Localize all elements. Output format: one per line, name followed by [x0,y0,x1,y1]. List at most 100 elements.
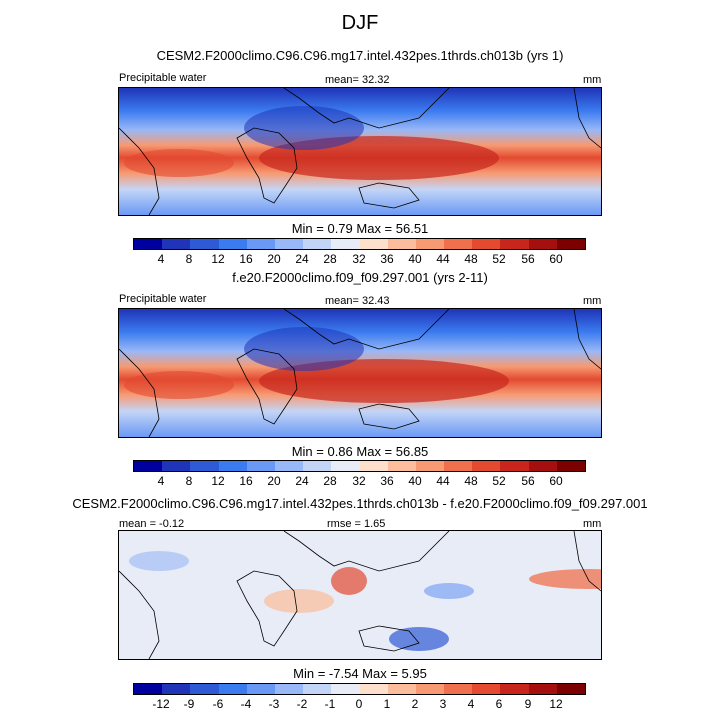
colorbar-swatch [246,239,275,249]
colorbar-tick: 32 [352,474,366,488]
colorbar-tick: 12 [211,252,225,266]
panel-1-dry-region [244,106,364,150]
panel-2-mean-label: mean= 32.43 [325,295,390,307]
panel-3-positive-band [529,569,601,589]
panel-3-case-title: CESM2.F2000climo.C96.C96.mg17.intel.432p… [72,496,648,511]
colorbar-swatch [303,684,332,694]
colorbar-swatch [134,461,163,471]
panel-3-map [118,530,602,660]
panel-2-colorbar-ticks: 4 8 12 16 20 24 28 32 36 40 44 48 52 56 … [133,474,584,488]
panel-1-minmax: Min = 0.79 Max = 56.51 [291,221,429,236]
panel-2-variable-label: Precipitable water [119,293,207,305]
colorbar-tick: 40 [408,474,422,488]
colorbar-tick: 4 [467,697,475,711]
colorbar-tick: -6 [212,697,224,711]
colorbar-tick: 24 [295,252,309,266]
colorbar-swatch [415,239,445,249]
colorbar-tick: 24 [295,474,309,488]
panel-2-minmax: Min = 0.86 Max = 56.85 [291,444,429,459]
colorbar-tick: 1 [383,697,391,711]
colorbar-tick: 60 [549,252,563,266]
colorbar-swatch [162,239,191,249]
panel-1-units-label: mm [583,74,602,86]
colorbar-swatch [274,461,304,471]
colorbar-swatch [528,684,557,694]
colorbar-swatch [444,461,473,471]
panel-2-case-title: f.e20.F2000climo.f09_f09.297.001 (yrs 2-… [232,270,488,285]
panel-1-case-title: CESM2.F2000climo.C96.C96.mg17.intel.432p… [156,48,564,63]
panel-2-units-label: mm [583,295,602,307]
colorbar-swatch [472,461,501,471]
colorbar-tick: 52 [492,252,506,266]
colorbar-tick: 8 [185,474,193,488]
colorbar-tick: 52 [492,474,506,488]
panel-3-negative-spot [424,583,474,599]
colorbar-swatch [472,684,501,694]
panel-1-atlantic-band [124,149,234,177]
panel-1-variable-label: Precipitable water [119,72,207,84]
colorbar-swatch [331,684,360,694]
colorbar-tick: -3 [268,697,280,711]
panel-3-positive-spot [264,589,334,613]
colorbar-swatch [556,461,585,471]
colorbar-tick: 0 [355,697,363,711]
colorbar-swatch [190,684,219,694]
panel-3-negative-spot [129,551,189,571]
colorbar-tick: 44 [436,474,450,488]
colorbar-swatch [331,239,360,249]
colorbar-swatch [359,461,388,471]
panel-1-coastlines [119,88,601,215]
colorbar-tick: 48 [464,252,478,266]
colorbar-swatch [162,684,191,694]
panel-3-units-label: mm [583,518,602,530]
colorbar-tick: 20 [267,252,281,266]
colorbar-tick: 60 [549,474,563,488]
colorbar-tick: 44 [436,252,450,266]
panel-1-colorbar-ticks: 4 8 12 16 20 24 28 32 36 40 44 48 52 56 … [133,252,584,266]
colorbar-tick: 2 [411,697,419,711]
colorbar-swatch [444,239,473,249]
colorbar-swatch [444,684,473,694]
colorbar-tick: 28 [323,252,337,266]
panel-1-map [118,87,602,216]
colorbar-tick: 4 [157,252,165,266]
colorbar-tick: 40 [408,252,422,266]
colorbar-tick: 12 [211,474,225,488]
colorbar-tick: 3 [439,697,447,711]
panel-3-coastlines [119,531,601,659]
panel-3-colorbar-ticks: -12 -9 -6 -4 -3 -2 -1 0 1 2 3 4 6 9 12 [133,697,584,711]
colorbar-tick: 20 [267,474,281,488]
colorbar-swatch [218,239,247,249]
panel-3-field [119,531,601,659]
colorbar-swatch [218,461,247,471]
colorbar-tick: 48 [464,474,478,488]
colorbar-tick: 4 [157,474,165,488]
panel-3-rmse-label: rmse = 1.65 [327,518,386,530]
colorbar-swatch [303,239,332,249]
colorbar-swatch [500,461,529,471]
colorbar-tick: -12 [152,697,170,711]
colorbar-swatch [528,461,557,471]
colorbar-tick: 28 [323,474,337,488]
colorbar-swatch [556,684,585,694]
colorbar-tick: 32 [352,252,366,266]
colorbar-swatch [500,239,529,249]
colorbar-swatch [218,684,247,694]
colorbar-tick: 9 [524,697,532,711]
colorbar-swatch [415,461,445,471]
panel-2-coastlines [119,309,601,437]
colorbar-swatch [162,461,191,471]
panel-3-positive-spot [331,567,367,595]
colorbar-swatch [387,684,416,694]
panel-1-mean-label: mean= 32.32 [325,74,390,86]
panel-2-atlantic-band [124,371,234,399]
colorbar-swatch [500,684,529,694]
colorbar-swatch [556,239,585,249]
colorbar-tick: 56 [521,252,535,266]
panel-2-map [118,308,602,438]
colorbar-swatch [415,684,445,694]
panel-3-minmax: Min = -7.54 Max = 5.95 [293,666,427,681]
colorbar-tick: 16 [239,474,253,488]
colorbar-swatch [303,461,332,471]
colorbar-tick: 36 [380,252,394,266]
